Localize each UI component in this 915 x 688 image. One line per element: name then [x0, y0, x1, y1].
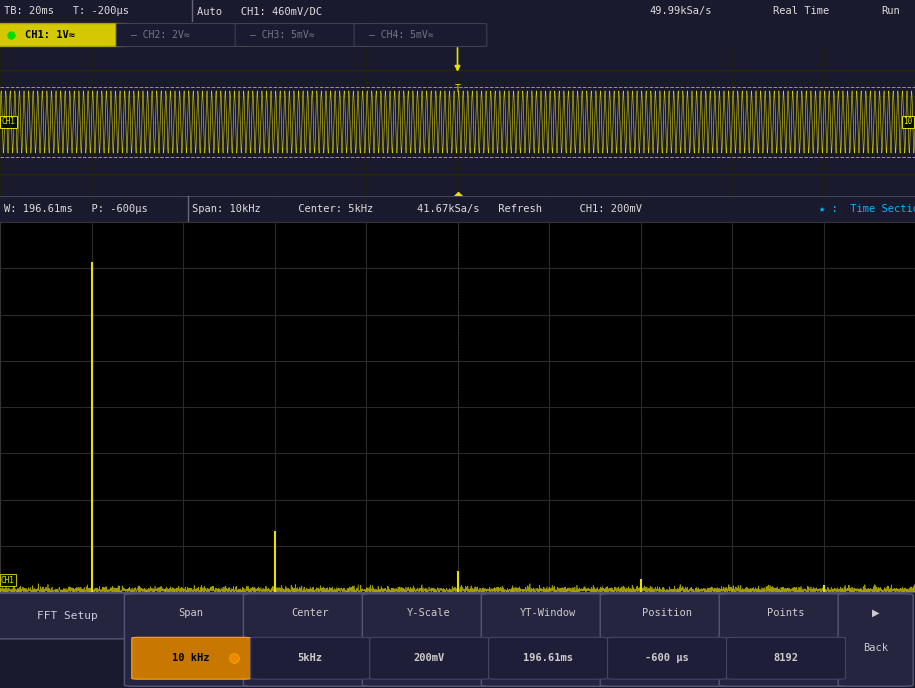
FancyBboxPatch shape	[362, 594, 496, 686]
Text: 10: 10	[903, 118, 912, 127]
FancyBboxPatch shape	[243, 594, 377, 686]
FancyBboxPatch shape	[489, 637, 608, 679]
Text: Position: Position	[642, 608, 692, 618]
FancyBboxPatch shape	[0, 23, 128, 47]
FancyBboxPatch shape	[370, 637, 489, 679]
FancyBboxPatch shape	[838, 594, 913, 686]
FancyBboxPatch shape	[132, 637, 251, 679]
Text: FFT Setup: FFT Setup	[38, 611, 98, 621]
Text: YT-Window: YT-Window	[520, 608, 576, 618]
Text: CH1: CH1	[1, 576, 15, 585]
FancyBboxPatch shape	[124, 594, 258, 686]
FancyBboxPatch shape	[727, 637, 845, 679]
Text: Run: Run	[881, 6, 899, 16]
Text: CH1: 1V≈: CH1: 1V≈	[25, 30, 75, 40]
Text: 200mV: 200mV	[414, 653, 445, 663]
FancyBboxPatch shape	[116, 23, 249, 47]
Text: ★ :  Time Section: ★ : Time Section	[819, 204, 915, 214]
Text: TB: 20ms   T: -200μs: TB: 20ms T: -200μs	[4, 6, 129, 16]
Text: 8192: 8192	[773, 653, 799, 663]
Text: T: T	[455, 85, 460, 94]
Text: Real Time: Real Time	[773, 6, 829, 16]
Text: Auto   CH1: 460mV∕DC: Auto CH1: 460mV∕DC	[197, 6, 322, 16]
Text: Points: Points	[768, 608, 804, 618]
FancyBboxPatch shape	[251, 637, 370, 679]
Text: ▶: ▶	[872, 608, 879, 618]
Text: Span: 10kHz      Center: 5kHz       41.67kSa/s   Refresh      CH1: 200mV: Span: 10kHz Center: 5kHz 41.67kSa/s Refr…	[192, 204, 642, 214]
Text: Back: Back	[863, 643, 888, 653]
Text: 49.99kSa/s: 49.99kSa/s	[650, 6, 712, 16]
Text: -600 μs: -600 μs	[645, 653, 689, 663]
FancyBboxPatch shape	[235, 23, 368, 47]
FancyBboxPatch shape	[481, 594, 615, 686]
Text: W: 196.61ms   P: -600μs: W: 196.61ms P: -600μs	[4, 204, 147, 214]
FancyBboxPatch shape	[608, 637, 727, 679]
Text: 5kHz: 5kHz	[297, 653, 323, 663]
Text: Y-Scale: Y-Scale	[407, 608, 451, 618]
FancyBboxPatch shape	[354, 23, 487, 47]
Text: – CH4: 5mV≈: – CH4: 5mV≈	[369, 30, 434, 40]
Text: 196.61ms: 196.61ms	[523, 653, 573, 663]
Text: CH1: CH1	[2, 118, 16, 127]
FancyBboxPatch shape	[0, 593, 143, 639]
FancyBboxPatch shape	[719, 594, 853, 686]
Text: – CH3: 5mV≈: – CH3: 5mV≈	[250, 30, 315, 40]
Text: Span: Span	[178, 608, 204, 618]
Text: 10 kHz: 10 kHz	[173, 653, 210, 663]
Text: – CH2: 2V≈: – CH2: 2V≈	[131, 30, 189, 40]
FancyBboxPatch shape	[600, 594, 734, 686]
Text: Center: Center	[292, 608, 328, 618]
